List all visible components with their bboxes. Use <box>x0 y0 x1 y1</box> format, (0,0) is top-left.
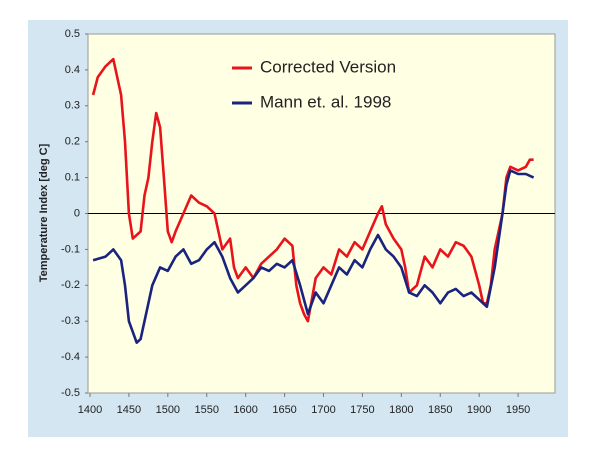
y-tick-label: -0.4 <box>61 351 80 363</box>
y-tick-label: -0.3 <box>61 315 80 327</box>
x-tick-label: 1500 <box>156 404 180 416</box>
x-tick-label: 1750 <box>350 404 374 416</box>
y-tick-label: 0.4 <box>65 64 80 76</box>
series-line <box>92 169 535 344</box>
x-tick-label: 1800 <box>389 404 413 416</box>
x-tick-label: 1650 <box>272 404 296 416</box>
y-tick-label: 0.2 <box>65 136 80 148</box>
x-tick-label: 1700 <box>311 404 335 416</box>
x-tick-label: 1900 <box>467 404 491 416</box>
x-tick-label: 1450 <box>117 404 141 416</box>
y-tick-label: -0.2 <box>61 279 80 291</box>
x-tick-label: 1400 <box>78 404 102 416</box>
y-tick-label: -0.5 <box>61 387 80 399</box>
x-tick-label: 1550 <box>195 404 219 416</box>
legend-label: Corrected Version <box>260 57 396 76</box>
y-tick-label: 0.1 <box>65 172 80 184</box>
series-line <box>91 57 534 323</box>
x-tick-label: 1950 <box>506 404 530 416</box>
y-tick-label: 0.5 <box>65 28 80 40</box>
legend-label: Mann et. al. 1998 <box>260 92 391 111</box>
y-tick-label: 0.3 <box>65 100 80 112</box>
x-tick-label: 1600 <box>233 404 257 416</box>
y-tick-label: 0 <box>74 207 80 219</box>
y-tick-label: -0.1 <box>61 243 80 255</box>
y-axis-label: Temperature Index [deg C] <box>38 143 50 282</box>
x-tick-label: 1850 <box>428 404 452 416</box>
